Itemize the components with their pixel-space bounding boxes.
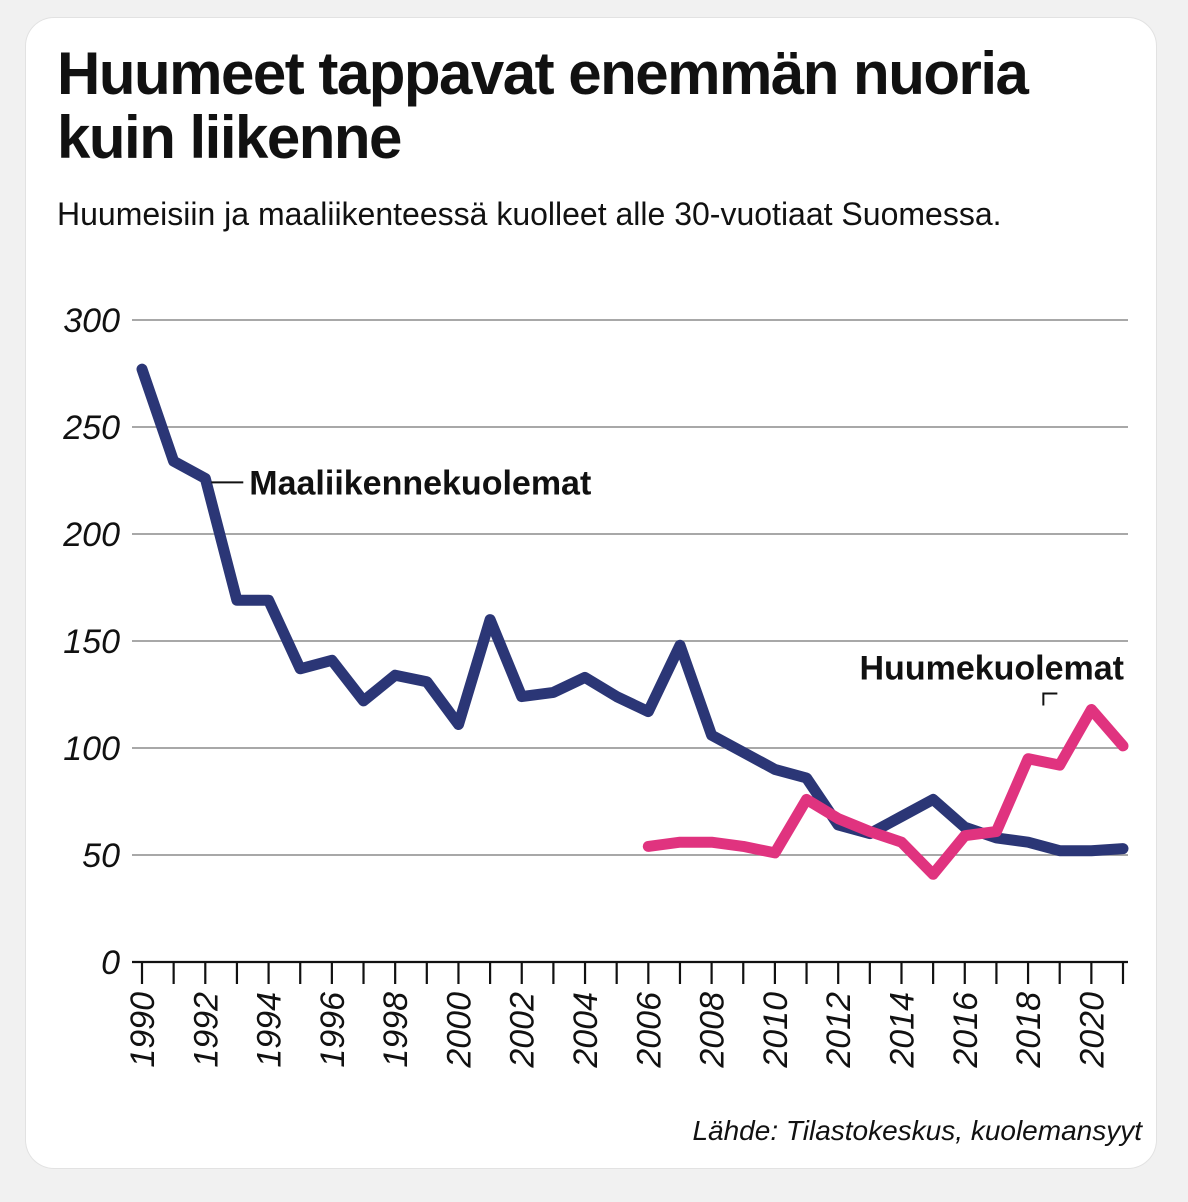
x-tick-labels: 1990 1992 1994 1996 1998 2000 2002 2004 2006 2008…	[124, 992, 1111, 1069]
x-tick-label: 2002	[504, 992, 542, 1069]
x-tick-label: 1998	[377, 992, 415, 1068]
x-tick-label: 2016	[947, 992, 985, 1069]
y-tick-label: 0	[101, 944, 120, 982]
chart-title: Huumeet tappavat enemmän nuoria kuin lii…	[57, 40, 1029, 171]
x-tick-label: 2010	[757, 992, 795, 1069]
y-tick-label: 300	[63, 302, 120, 340]
series-label-maaliikenne: Maaliikennekuolemat	[249, 464, 591, 502]
series-lines	[136, 363, 1129, 880]
x-tick-label: 2008	[694, 992, 732, 1069]
x-tick-label: 2000	[440, 992, 478, 1069]
chart-subtitle: Huumeisiin ja maaliikenteessä kuolleet a…	[57, 196, 1002, 232]
x-tick-label: 1990	[124, 992, 162, 1068]
label-leader-huume	[1042, 692, 1058, 706]
x-tick-label: 2014	[883, 992, 921, 1069]
series-line-maaliikenne	[136, 363, 1129, 857]
source-note: Lähde: Tilastokeskus, kuolemansyyt	[692, 1115, 1142, 1146]
y-tick-label: 150	[63, 623, 120, 661]
x-tick-label: 2012	[820, 992, 858, 1069]
grid-lines	[132, 319, 1128, 856]
x-tick-label: 1996	[314, 992, 352, 1068]
x-tick-label: 2004	[567, 992, 605, 1069]
y-tick-label: 100	[63, 730, 120, 768]
y-tick-labels: 0 50 100 150 200 250 300	[62, 302, 120, 982]
series-labels: Maaliikennekuolemat Huumekuolemat	[211, 464, 1125, 706]
series-line-huume	[642, 704, 1129, 880]
y-tick-label: 250	[62, 409, 120, 447]
x-tick-label: 1992	[187, 992, 225, 1068]
y-tick-label: 200	[62, 516, 120, 554]
chart-card	[26, 18, 1156, 1168]
x-tick-label: 2020	[1073, 992, 1111, 1069]
x-tick-label: 2006	[630, 992, 668, 1069]
x-axis	[132, 960, 1128, 984]
x-tick-label: 1994	[251, 992, 289, 1068]
x-tick-label: 2018	[1010, 992, 1048, 1069]
y-tick-label: 50	[82, 837, 120, 875]
series-label-huume: Huumekuolemat	[860, 649, 1125, 687]
